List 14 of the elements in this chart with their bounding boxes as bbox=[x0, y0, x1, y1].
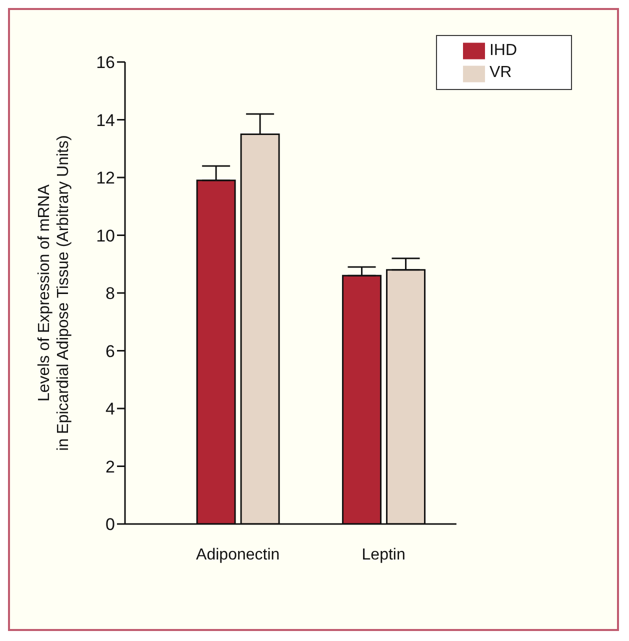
y-tick-label: 4 bbox=[106, 400, 115, 419]
y-tick-label: 2 bbox=[106, 457, 115, 476]
y-tick-label: 6 bbox=[106, 342, 115, 361]
y-axis-title: Levels of Expression of mRNA in Epicardial Adipose Tissue (Arbitrary Units) bbox=[36, 135, 72, 451]
legend-label: IHD bbox=[489, 42, 517, 59]
y-tick-label: 14 bbox=[96, 110, 115, 130]
y-tick-label: 8 bbox=[106, 284, 115, 304]
legend-label: VR bbox=[489, 64, 512, 82]
y-tick-label: 0 bbox=[106, 515, 115, 534]
y-tick-label: 16 bbox=[96, 53, 115, 72]
y-tick-label: 10 bbox=[96, 226, 115, 246]
y-tick-label: 12 bbox=[96, 168, 115, 188]
x-tick-label: Leptin bbox=[362, 546, 406, 564]
x-tick-label: Adiponectin bbox=[196, 546, 280, 564]
